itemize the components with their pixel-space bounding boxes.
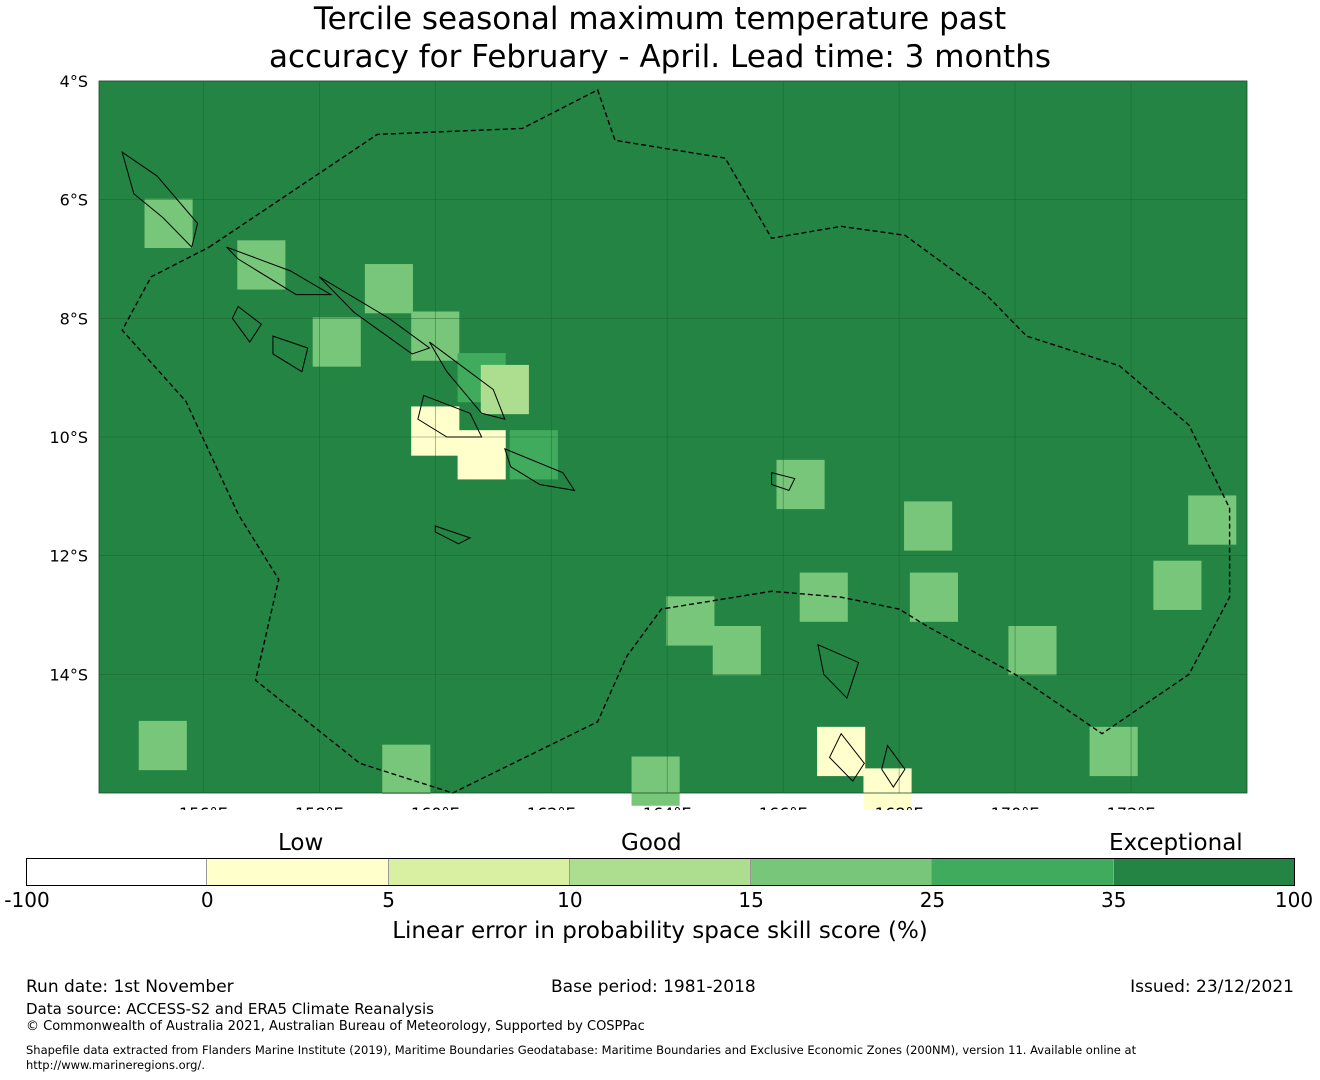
colorbar-label: Linear error in probability space skill … <box>392 918 928 944</box>
title-line-1: Tercile seasonal maximum temperature pas… <box>313 1 1007 37</box>
skill-cell <box>631 756 680 806</box>
lon-tick-label: 156°E <box>179 804 228 810</box>
colorbar-tick-label: 25 <box>919 888 946 912</box>
colorbar-bin <box>26 858 208 886</box>
colorbar-tick-label: 0 <box>200 888 214 912</box>
map-frame <box>98 80 1248 794</box>
island-coastline <box>318 276 431 355</box>
skill-map: 4°S 6°S 8°S 10°S 12°S 14°S 156°E 158°E 160°E 162°… <box>49 72 1248 810</box>
lat-tick-label: 14°S <box>49 665 88 684</box>
lat-tick-label: 10°S <box>49 428 88 447</box>
island-coastline <box>429 341 506 420</box>
lat-tick-label: 6°S <box>60 191 88 210</box>
skill-cell <box>364 264 413 314</box>
lon-tick-label: 162°E <box>527 804 576 810</box>
skill-cell <box>904 501 953 551</box>
skill-cell <box>382 744 431 794</box>
data-source: Data source: ACCESS-S2 and ERA5 Climate … <box>26 1000 434 1018</box>
category-low: Low <box>278 830 324 856</box>
lat-tick-label: 12°S <box>49 547 88 566</box>
island-coastline <box>226 246 333 296</box>
island-coastline <box>417 394 483 438</box>
island-coastline <box>828 732 865 782</box>
skill-cell <box>138 720 187 771</box>
shapefile-url[interactable]: http://www.marineregions.org/. <box>26 1058 205 1072</box>
colorbar-tick-label: 10 <box>557 888 583 912</box>
skill-cell <box>457 430 506 480</box>
colorbar-tick-label: 5 <box>382 888 395 912</box>
colorbar-bin <box>1113 858 1295 886</box>
issued-date: Issued: 23/12/2021 <box>1130 977 1294 997</box>
lon-tick-label: 160°E <box>411 804 460 810</box>
island-coastline <box>817 643 860 700</box>
colorbar-bin <box>932 858 1114 886</box>
lon-tick-label: 158°E <box>295 804 344 810</box>
colorbar-tick-label: 35 <box>1100 888 1127 912</box>
lon-tick-label: 172°E <box>1107 804 1156 810</box>
skill-cell <box>480 364 529 415</box>
skill-cell <box>509 430 558 480</box>
skill-cell <box>712 625 761 676</box>
skill-cell <box>909 572 958 622</box>
island-coastline <box>121 151 199 249</box>
island-coastline <box>771 471 796 492</box>
island-coastline <box>272 335 309 373</box>
colorbar-bin <box>388 858 570 886</box>
title-line-2: accuracy for February - April. Lead time… <box>268 39 1052 75</box>
skill-cell <box>1008 625 1057 676</box>
island-coastline <box>504 447 576 492</box>
island-coastline <box>231 305 263 343</box>
skill-cell <box>863 768 912 810</box>
skill-cell <box>312 317 361 367</box>
colorbar-bin <box>751 858 933 886</box>
colorbar-bin <box>569 858 752 886</box>
chart-title: Tercile seasonal maximum temperature pas… <box>0 0 1320 76</box>
lon-tick-label: 170°E <box>991 804 1040 810</box>
colorbar-bin <box>207 858 389 886</box>
skill-cell <box>776 459 825 510</box>
island-coastline <box>434 525 472 545</box>
colorbar-tick-label: 15 <box>738 888 764 912</box>
lat-tick-label: 4°S <box>60 72 88 91</box>
shapefile-credit: Shapefile data extracted from Flanders M… <box>26 1043 1137 1057</box>
island-coastline <box>881 744 906 788</box>
base-period: Base period: 1981-2018 <box>551 977 756 997</box>
lon-tick-label: 166°E <box>759 804 808 810</box>
skill-cell <box>237 240 286 290</box>
skill-cell <box>1153 560 1202 610</box>
copyright: © Commonwealth of Australia 2021, Austra… <box>26 1019 645 1034</box>
category-exceptional: Exceptional <box>1109 830 1243 856</box>
skill-cell <box>1089 726 1138 777</box>
lon-tick-label: 164°E <box>643 804 692 810</box>
eez-boundary <box>121 88 1231 794</box>
skill-cell <box>1188 495 1237 545</box>
skill-cell <box>817 726 866 777</box>
colorbar-tick-label: 100 <box>1274 888 1314 912</box>
colorbar-tick-label: -100 <box>4 888 50 912</box>
run-date: Run date: 1st November <box>26 977 234 997</box>
lat-tick-label: 8°S <box>60 309 88 328</box>
lon-tick-label: 168°E <box>875 804 924 810</box>
category-good: Good <box>621 830 682 856</box>
